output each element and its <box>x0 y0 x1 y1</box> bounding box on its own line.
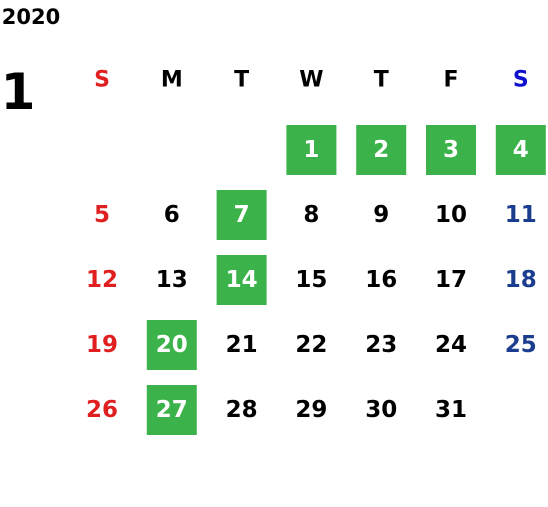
day-number: 31 <box>435 397 467 423</box>
day-number: 1 <box>303 137 319 163</box>
day-number: 16 <box>365 267 397 293</box>
day-highlight <box>146 320 197 370</box>
day-number: 14 <box>226 267 258 293</box>
day-number: 9 <box>373 202 389 228</box>
day-number: 4 <box>513 137 529 163</box>
day-number: 26 <box>86 397 118 423</box>
day-number: 17 <box>435 267 467 293</box>
day-number: 30 <box>365 397 397 423</box>
day-highlight <box>216 255 267 305</box>
day-number: 27 <box>156 397 188 423</box>
weekday-label: S <box>513 68 529 93</box>
weekday-label: T <box>234 68 249 93</box>
day-number: 5 <box>94 202 110 228</box>
day-number: 21 <box>226 332 258 358</box>
day-number: 29 <box>295 397 327 423</box>
day-number: 18 <box>505 267 537 293</box>
weekday-label: S <box>94 68 110 93</box>
day-number: 6 <box>164 202 180 228</box>
day-number: 7 <box>234 202 250 228</box>
day-number: 2 <box>373 137 389 163</box>
day-highlight <box>286 125 337 175</box>
day-number: 13 <box>156 267 188 293</box>
day-number: 23 <box>365 332 397 358</box>
day-number: 19 <box>86 332 118 358</box>
day-number: 15 <box>295 267 327 293</box>
day-number: 11 <box>505 202 537 228</box>
day-number: 20 <box>156 332 188 358</box>
day-number: 3 <box>443 137 459 163</box>
day-highlight <box>146 385 197 435</box>
day-highlight <box>356 125 407 175</box>
weekday-label: W <box>299 68 323 93</box>
weekday-label: M <box>161 68 183 93</box>
day-number: 22 <box>295 332 327 358</box>
day-number: 8 <box>303 202 319 228</box>
year: 2020 <box>2 5 60 29</box>
month: 1 <box>1 63 36 121</box>
day-number: 28 <box>226 397 258 423</box>
day-highlight <box>216 190 267 240</box>
day-number: 12 <box>86 267 118 293</box>
day-number: 24 <box>435 332 467 358</box>
weekday-label: F <box>443 68 458 93</box>
weekday-label: T <box>374 68 389 93</box>
day-highlight <box>426 125 476 175</box>
day-number: 25 <box>505 332 537 358</box>
day-highlight <box>495 125 546 175</box>
day-number: 10 <box>435 202 467 228</box>
